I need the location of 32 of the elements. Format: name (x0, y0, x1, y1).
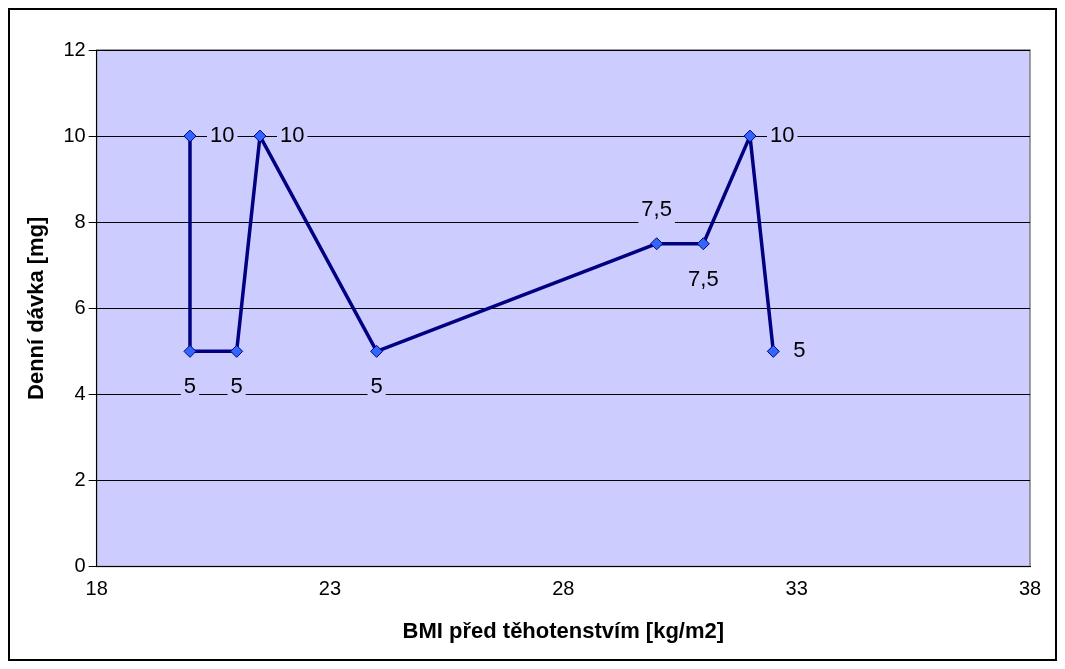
point (230, 344, 244, 358)
data-label: 10 (769, 122, 795, 148)
y-tick-label: 8 (74, 209, 86, 232)
x-tick-label: 38 (1018, 577, 1042, 600)
x-axis-title: BMI před těhotenstvím [kg/m2] (402, 617, 725, 643)
point (766, 344, 780, 358)
point (650, 237, 664, 251)
x-tick-label: 23 (318, 577, 342, 600)
data-label: 5 (183, 373, 197, 399)
data-label: 10 (209, 122, 235, 148)
data-label: 5 (230, 373, 243, 399)
x-tick-label: 18 (85, 577, 108, 600)
data-label: 5 (793, 337, 806, 363)
x-tick-label: 28 (552, 577, 575, 600)
point (183, 344, 197, 358)
data-label: 10 (279, 122, 305, 148)
y-tick-label: 12 (63, 37, 86, 60)
y-tick-label: 0 (74, 554, 86, 577)
point (370, 344, 384, 358)
point (253, 129, 267, 143)
data-label: 5 (370, 373, 383, 399)
data-label: 7,5 (641, 195, 672, 221)
y-tick-label: 2 (74, 468, 86, 491)
y-tick-label: 4 (74, 381, 86, 404)
point (183, 129, 197, 143)
y-axis-title: Denní dávka [mg] (23, 216, 49, 400)
y-tick-label: 6 (74, 295, 86, 318)
point (743, 129, 757, 143)
x-tick-label: 33 (785, 577, 808, 600)
y-tick-label: 10 (63, 123, 86, 146)
data-label: 7,5 (688, 265, 719, 291)
point (696, 237, 710, 251)
